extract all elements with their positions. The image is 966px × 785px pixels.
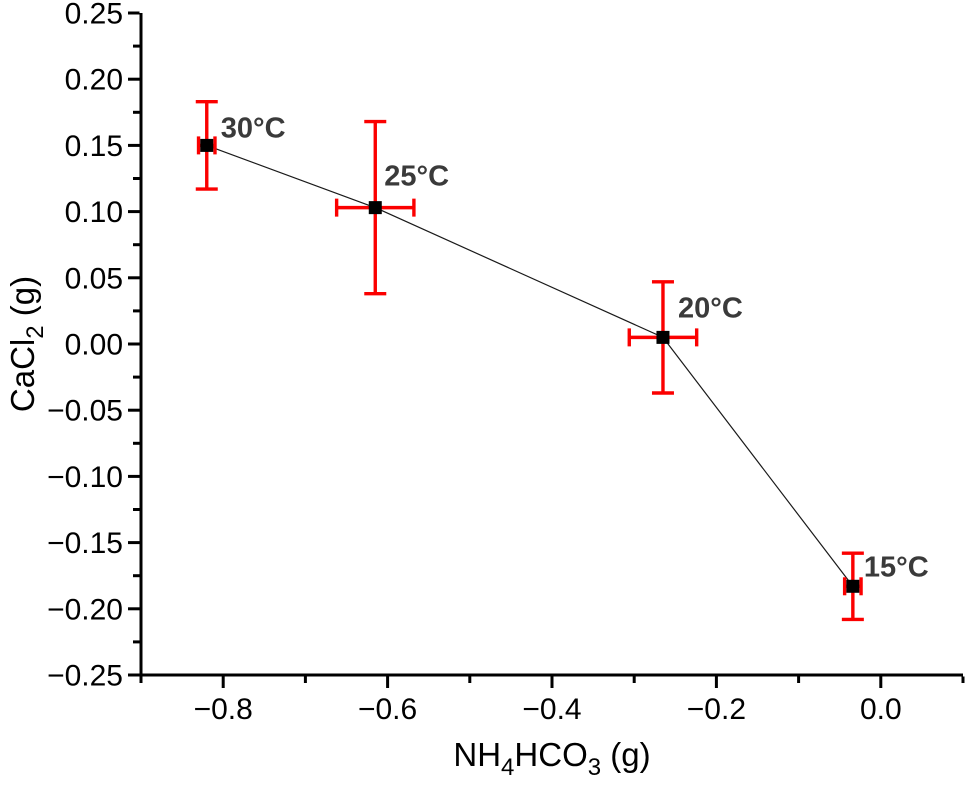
y-axis-tick-label: 0.05 bbox=[65, 262, 123, 295]
y-axis-tick-label: 0.00 bbox=[65, 329, 123, 362]
y-axis-tick-label: −0.10 bbox=[47, 461, 123, 494]
y-axis-tick-label: 0.10 bbox=[65, 196, 123, 229]
point-labels: 30°C 25°C 20°C 15°C bbox=[221, 112, 929, 583]
axis-ticks bbox=[128, 11, 965, 688]
x-axis-tick-label: −0.4 bbox=[522, 693, 581, 726]
data-point-marker bbox=[656, 330, 670, 344]
y-axis-tick-label: −0.05 bbox=[47, 395, 123, 428]
y-axis-tick-label: −0.15 bbox=[47, 527, 123, 560]
point-label: 30°C bbox=[221, 112, 286, 144]
x-axis-tick-label: −0.6 bbox=[358, 693, 417, 726]
axes-frame bbox=[139, 13, 963, 677]
x-tick-labels: −0.8 −0.6 −0.4 −0.2 0.0 bbox=[194, 693, 902, 726]
y-axis-tick-label: 0.25 bbox=[65, 0, 123, 31]
y-axis-tick-label: 0.20 bbox=[65, 64, 123, 97]
y-axis-tick-label: 0.15 bbox=[65, 130, 123, 163]
data-point-marker bbox=[368, 201, 382, 215]
series-line bbox=[206, 144, 854, 587]
x-axis-tick-label: −0.8 bbox=[194, 693, 253, 726]
y-axis-tick-label: −0.25 bbox=[47, 660, 123, 693]
error-bar bbox=[334, 119, 416, 296]
y-tick-labels: 0.25 0.20 0.15 0.10 0.05 0.00 −0.05 −0.10 −0.15 −… bbox=[47, 0, 123, 693]
x-axis-title: NH4HCO3 (g) bbox=[453, 736, 650, 781]
data-point-marker bbox=[200, 138, 214, 152]
data-point-markers bbox=[200, 138, 860, 593]
y-axis-title: CaCl2 (g) bbox=[4, 276, 49, 412]
y-axis-tick-label: −0.20 bbox=[47, 593, 123, 626]
x-axis-tick-label: 0.0 bbox=[860, 693, 902, 726]
point-label: 15°C bbox=[864, 551, 929, 583]
x-axis-tick-label: −0.2 bbox=[687, 693, 746, 726]
data-point-marker bbox=[846, 579, 860, 593]
point-label: 25°C bbox=[384, 161, 449, 193]
point-label: 20°C bbox=[678, 292, 743, 324]
